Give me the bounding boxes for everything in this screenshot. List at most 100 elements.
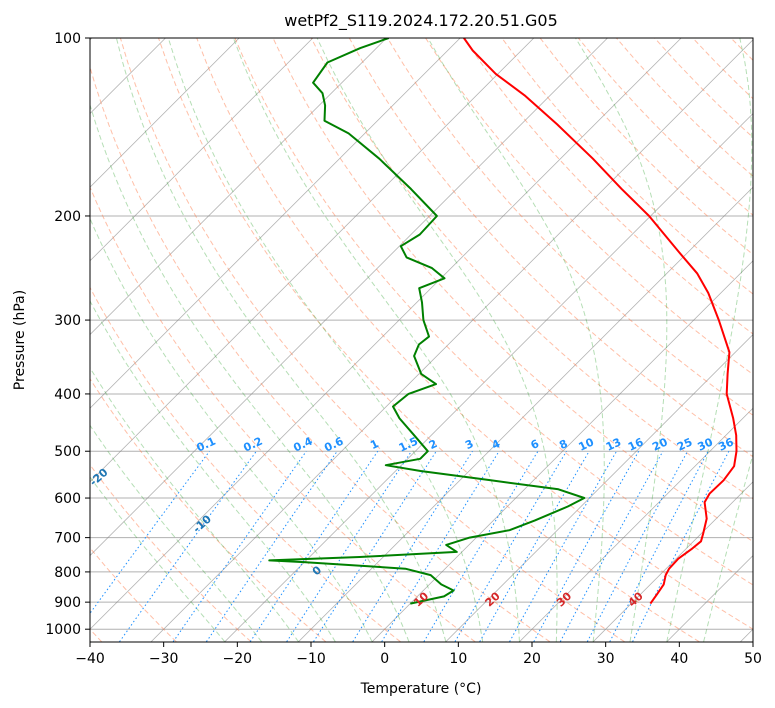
mixing-ratio-label: 30 (696, 435, 716, 453)
dry-adiabat-label: -20 (87, 466, 111, 489)
y-tick-label: 800 (54, 565, 81, 581)
moist-adiabat-line (703, 452, 753, 642)
mixing-ratio-label: 8 (557, 437, 569, 452)
y-tick-label: 1000 (45, 622, 81, 638)
dry-adiabat-line (539, 38, 753, 256)
moist-adiabat-line (316, 38, 558, 642)
isotherm-gridline (90, 38, 314, 262)
isotherm-gridline (150, 39, 753, 642)
y-tick-label: 300 (54, 313, 81, 329)
isotherm-gridline (519, 407, 753, 642)
dry-adiabat-line (654, 38, 753, 139)
moist-adiabat-line (575, 38, 668, 642)
x-tick-label: 40 (670, 651, 688, 667)
isotherm-gridline (90, 38, 461, 409)
isotherm-gridline (90, 38, 535, 483)
dry-adiabat-line (387, 38, 753, 416)
mixing-ratio-line (172, 450, 307, 642)
dry-adiabat-line (425, 38, 753, 376)
isotherm-gridline (90, 38, 608, 557)
mixing-ratio-label: 6 (529, 437, 542, 452)
background-lines (90, 38, 753, 642)
mixing-ratio-line (90, 450, 210, 615)
x-tick-label: 30 (597, 651, 615, 667)
dry-adiabat-line (577, 38, 753, 216)
dry-adiabat-line (90, 377, 327, 642)
dry-adiabat-line (692, 38, 753, 100)
profile-lines (268, 38, 738, 605)
moist-adiabat-line (90, 424, 262, 642)
dry-adiabat-label: 0 (310, 563, 325, 578)
mixing-ratio-line (559, 450, 664, 642)
moist-adiabat-line (427, 38, 605, 642)
mixing-ratio-line (249, 450, 379, 642)
y-tick-label: 600 (54, 491, 81, 507)
dry-adiabat-label: -30 (0, 419, 18, 442)
isotherm-gridline (224, 112, 753, 642)
moist-adiabat-line (232, 38, 520, 642)
dry-adiabat-line (501, 38, 753, 295)
y-axis-label: Pressure (hPa) (12, 290, 28, 390)
dry-adiabat-line (90, 65, 551, 642)
annotation-labels: 0.10.20.40.611.52346810131620253036-100-… (0, 419, 736, 609)
y-axis-ticks: 100 200 300 400 500 600 700 800 900 1000 (45, 31, 90, 638)
x-tick-label: −30 (149, 651, 179, 667)
moist-adiabat-line (90, 103, 410, 642)
moist-adiabat-line (167, 38, 484, 642)
dry-adiabat-line (90, 463, 252, 642)
isotherm-gridline (740, 628, 753, 642)
mixing-ratio-line (632, 450, 730, 642)
mixing-ratio-line (533, 450, 640, 642)
dry-adiabat-line (463, 38, 753, 335)
mixing-ratio-line (119, 450, 257, 642)
mixing-ratio-label: 16 (626, 435, 646, 453)
mixing-ratio-line (205, 450, 338, 642)
y-tick-label: 400 (54, 387, 81, 403)
moist-adiabat-line (115, 38, 447, 642)
chart-title: wetPf2_S119.2024.172.20.51.G05 (284, 11, 558, 31)
isotherm-gridline (90, 38, 682, 630)
dewpoint-profile-line (268, 38, 586, 605)
mixing-ratio-label: 20 (650, 435, 670, 453)
moist-adiabat-line (90, 299, 336, 642)
isotherm-gridline (90, 38, 387, 336)
y-tick-label: 500 (54, 444, 81, 460)
mixing-ratio-line (586, 450, 689, 642)
isotherm-gridline (371, 260, 753, 642)
mixing-ratio-label: 10 (577, 435, 597, 453)
mixing-ratio-line (609, 450, 709, 642)
x-axis-label: Temperature (°C) (360, 681, 482, 697)
dry-adiabat-line (90, 185, 476, 642)
dry-adiabat-line (158, 38, 700, 642)
y-tick-label: 700 (54, 531, 81, 547)
y-tick-label: 100 (54, 31, 81, 47)
mixing-ratio-label: 2 (427, 437, 439, 452)
mixing-ratio-label: 36 (716, 435, 736, 453)
plot-frame (89, 37, 754, 643)
mixing-ratio-label: 25 (675, 435, 694, 453)
dry-adiabat-line (90, 547, 177, 642)
x-tick-label: −40 (75, 651, 105, 667)
x-axis-ticks: −40 −30 −20 −10 0 10 20 30 40 50 (75, 642, 762, 667)
moist-adiabat-line (90, 476, 226, 642)
mixing-ratio-label: 1 (368, 437, 380, 452)
dry-adiabat-line (310, 38, 753, 500)
moist-adiabat-line (90, 366, 299, 642)
dry-adiabat-line (272, 38, 753, 543)
mixing-ratio-line (509, 450, 618, 642)
mixing-ratio-label: 3 (463, 437, 475, 452)
x-tick-label: −20 (223, 651, 253, 667)
dry-adiabat-line (119, 38, 625, 642)
temperature-profile-line (463, 38, 738, 605)
mixing-ratio-label: 13 (604, 435, 623, 453)
moist-adiabat-line (90, 217, 373, 642)
x-tick-label: 10 (449, 651, 467, 667)
x-tick-label: 50 (744, 651, 762, 667)
isotherm-gridline (666, 554, 753, 642)
y-tick-label: 200 (54, 209, 81, 225)
y-tick-label: 900 (54, 595, 81, 611)
mixing-ratio-line (313, 450, 437, 642)
moist-adiabat-line (666, 38, 753, 642)
isotherm-gridline (90, 38, 240, 188)
